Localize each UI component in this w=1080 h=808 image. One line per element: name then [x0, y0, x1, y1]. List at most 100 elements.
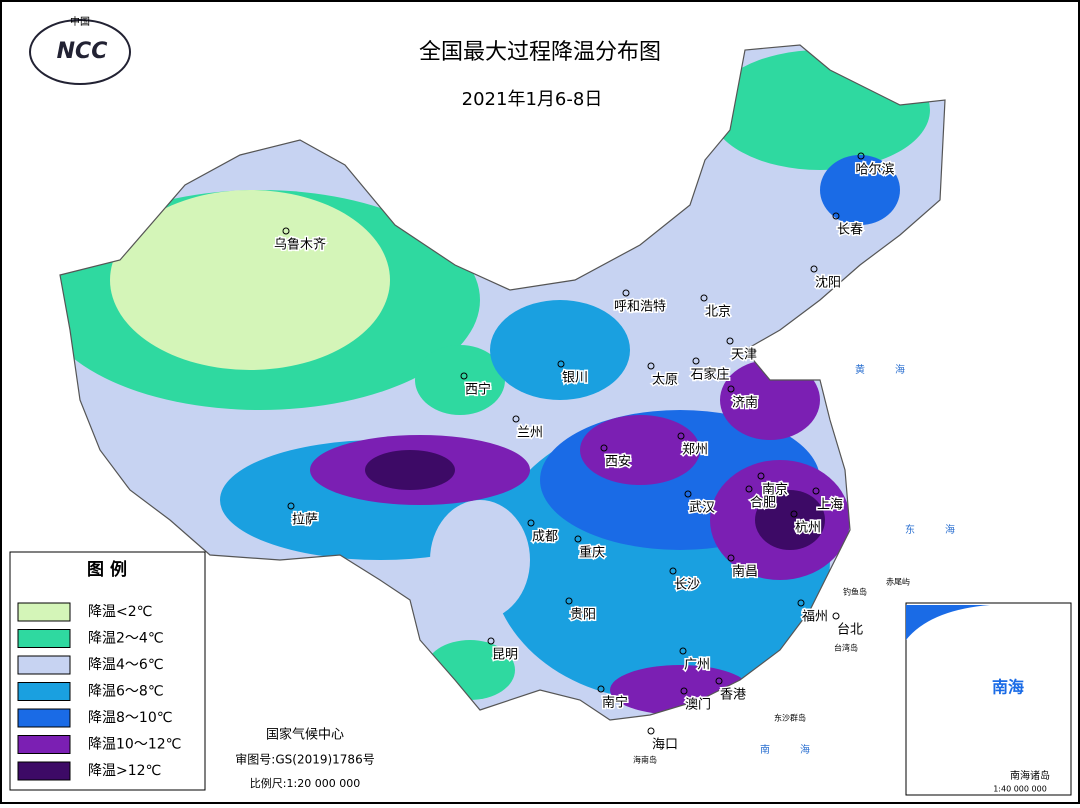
legend-swatch — [17, 761, 71, 781]
city-label: 上海 — [817, 498, 843, 513]
city-label: 昆明 — [492, 648, 518, 663]
logo-top: 中国 — [70, 15, 90, 28]
city-label: 南宁 — [602, 695, 628, 711]
inset-label: 南海 — [992, 678, 1024, 697]
city-label: 呼和浩特 — [614, 300, 666, 315]
island-label: 赤尾屿 — [886, 578, 910, 587]
scale: 比例尺:1:20 000 000 — [250, 776, 360, 790]
city-label: 太原 — [652, 373, 678, 388]
city-marker — [487, 637, 495, 645]
inset: 南海 南海诸岛 1:40 000 000 — [905, 602, 1072, 796]
legend-label: 降温>12℃ — [88, 763, 161, 779]
legend-swatch — [17, 708, 71, 728]
city-label: 澳门 — [685, 697, 711, 713]
subtitle: 2021年1月6-8日 — [462, 89, 603, 110]
city-label: 南京 — [762, 482, 788, 498]
city-label: 合肥 — [750, 496, 776, 511]
city-marker — [287, 502, 295, 510]
city-label: 成都 — [532, 530, 558, 545]
sea-label: 黄海 — [855, 363, 935, 376]
city-label: 拉萨 — [292, 513, 318, 528]
city-marker — [574, 535, 582, 543]
city-label: 哈尔滨 — [855, 162, 894, 178]
city-marker — [600, 444, 608, 452]
legend-swatch — [17, 655, 71, 675]
city-label: 西宁 — [465, 382, 491, 398]
city-label: 南昌 — [732, 564, 758, 580]
city-marker — [684, 490, 692, 498]
island-label: 台湾岛 — [834, 643, 858, 653]
city-label: 石家庄 — [690, 367, 729, 383]
sea-label: 南海 — [760, 743, 840, 756]
city-label: 海口 — [652, 738, 678, 753]
city-marker — [832, 612, 840, 620]
city-label: 香港 — [720, 688, 746, 703]
city-marker — [527, 519, 535, 527]
logo-text: NCC — [57, 39, 108, 64]
legend-label: 降温6～8℃ — [88, 684, 164, 700]
city-marker — [597, 685, 605, 693]
legend-label: 降温2～4℃ — [88, 631, 164, 647]
city-marker — [679, 647, 687, 655]
city-label: 长沙 — [674, 578, 700, 593]
legend-label: 降温8～10℃ — [88, 710, 172, 726]
city-marker — [460, 372, 468, 380]
legend-label: 降温4～6℃ — [88, 657, 164, 673]
city-marker — [790, 510, 798, 518]
city-marker — [647, 727, 655, 735]
city-marker — [680, 687, 688, 695]
title: 全国最大过程降温分布图 — [419, 40, 661, 65]
city-marker — [647, 362, 655, 370]
city-label: 天津 — [731, 348, 757, 363]
city-marker — [726, 337, 734, 345]
legend-swatch — [17, 682, 71, 701]
city-marker — [715, 677, 723, 685]
city-marker — [669, 567, 677, 575]
sea-label: 东海 — [905, 523, 985, 536]
island-label: 钓鱼岛 — [843, 587, 867, 597]
city-marker — [857, 152, 865, 160]
city-label: 乌鲁木齐 — [274, 237, 326, 253]
city-marker — [512, 415, 520, 423]
city-label: 武汉 — [689, 501, 715, 516]
legend-label: 降温10～12℃ — [88, 737, 181, 753]
city-label: 银川 — [562, 371, 588, 386]
city-label: 兰州 — [517, 426, 543, 441]
city-marker — [797, 599, 805, 607]
city-marker — [745, 485, 753, 493]
approval: 审图号:GS(2019)1786号 — [235, 752, 374, 767]
city-marker — [832, 212, 840, 220]
city-label: 沈阳 — [815, 276, 841, 291]
city-marker — [727, 385, 735, 393]
city-label: 重庆 — [579, 545, 605, 561]
city-label: 广州 — [684, 658, 710, 673]
city-label: 长春 — [837, 223, 863, 238]
city-label: 贵阳 — [570, 608, 596, 623]
island-label: 东沙群岛 — [774, 713, 806, 723]
city-marker — [557, 360, 565, 368]
city-label: 台北 — [837, 623, 863, 638]
city-marker — [810, 265, 818, 273]
island-label: 海南岛 — [633, 755, 657, 765]
city-label: 福州 — [802, 610, 828, 625]
city-marker — [622, 289, 630, 297]
agency: 国家气候中心 — [266, 727, 344, 743]
city-marker — [692, 357, 700, 365]
inset-scale: 1:40 000 000 — [993, 785, 1047, 794]
city-marker — [812, 487, 820, 495]
legend-title: 图 例 — [87, 559, 127, 580]
city-marker — [282, 227, 290, 235]
inset-caption: 南海诸岛 — [1010, 769, 1050, 782]
city-label: 济南 — [732, 395, 758, 411]
legend-swatch — [17, 735, 71, 754]
city-marker — [700, 294, 708, 302]
legend-swatch — [17, 602, 71, 622]
legend-swatch — [17, 629, 71, 648]
city-label: 北京 — [705, 305, 731, 320]
city-marker — [565, 597, 573, 605]
city-marker — [757, 472, 765, 480]
logo: 中国 NCC — [29, 15, 131, 85]
city-marker — [727, 554, 735, 562]
legend: 图 例 降温<2℃ 降温2～4℃ 降温4～6℃ 降温6～8℃ 降温8～10℃ 降温10～1… — [9, 551, 206, 791]
